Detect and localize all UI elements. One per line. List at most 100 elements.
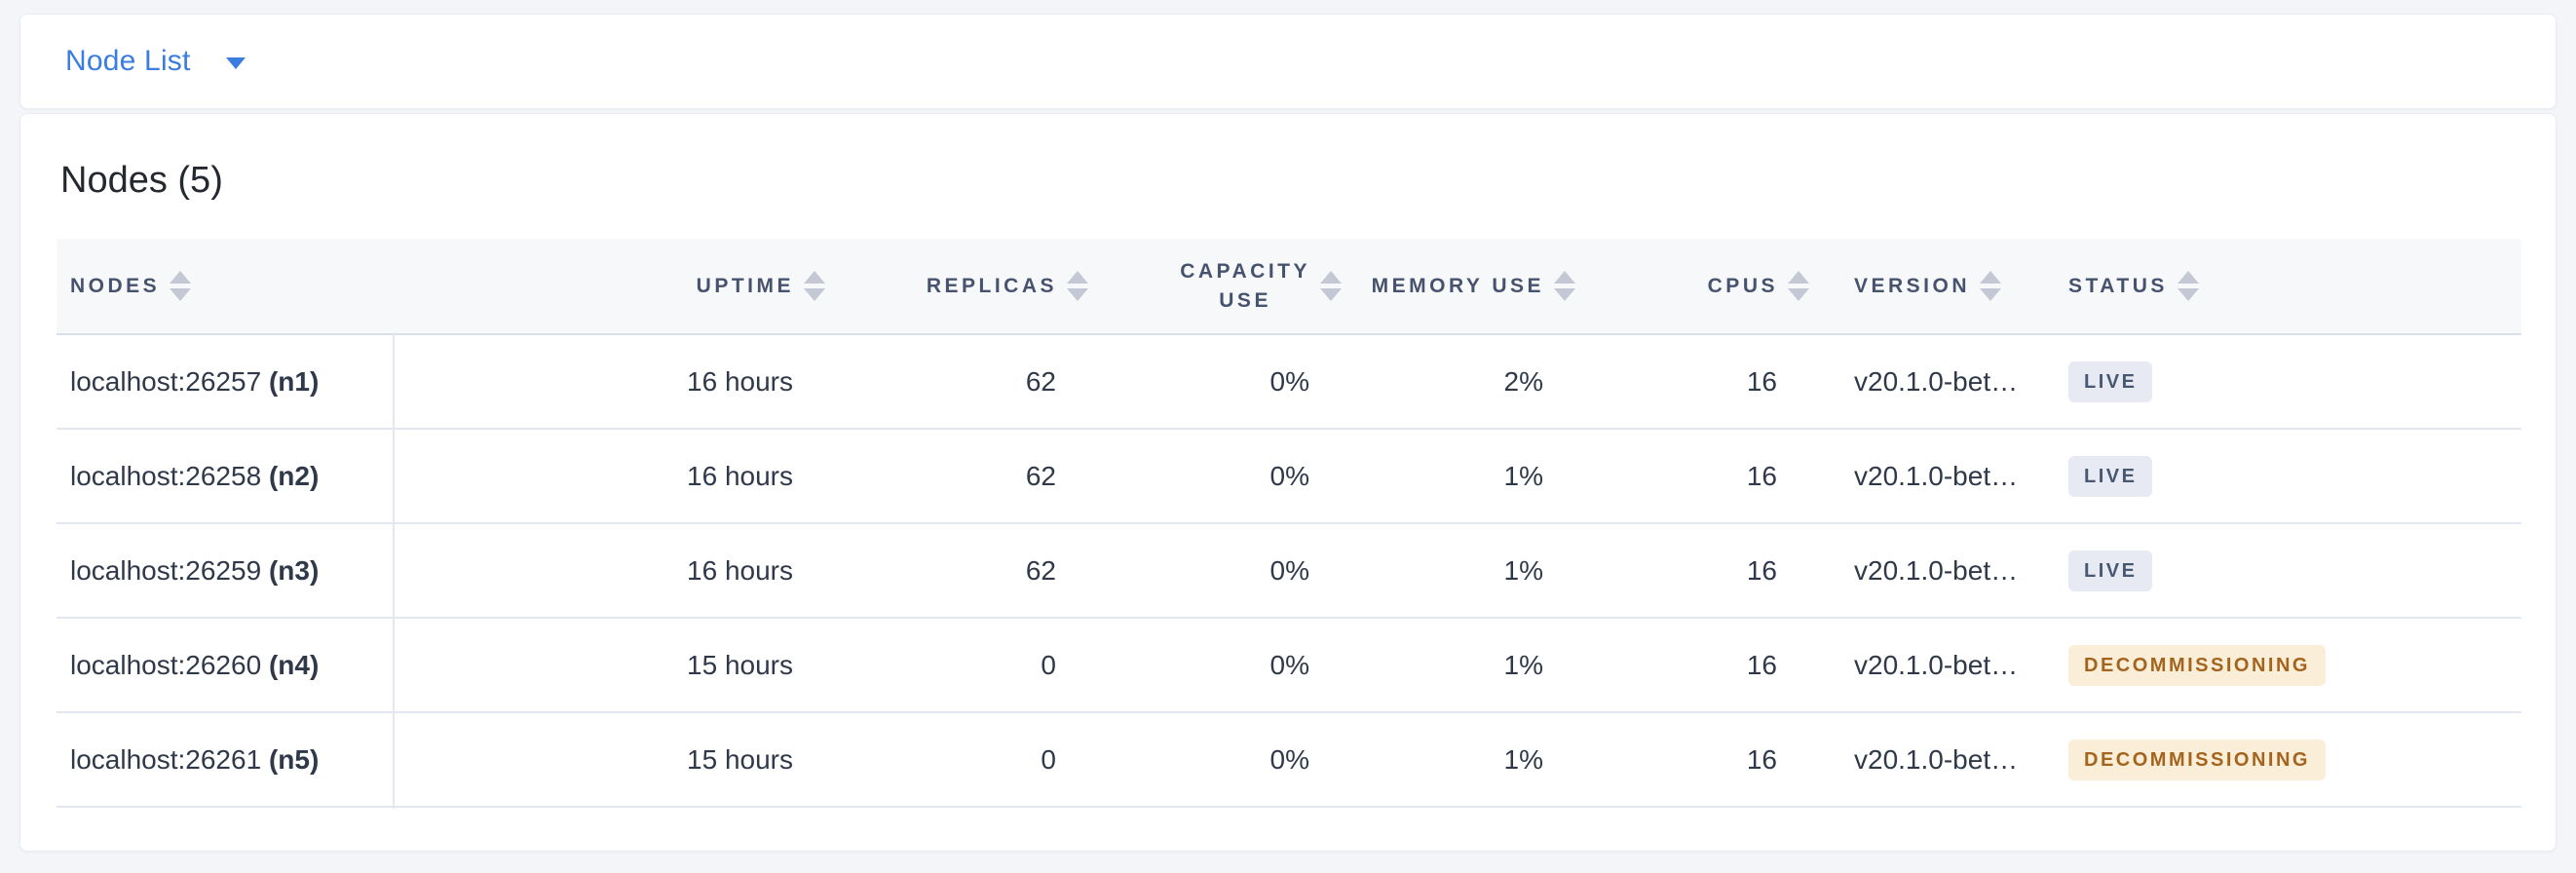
- sort-asc-arrow-icon: [804, 271, 825, 284]
- table-row: localhost:26258 (n2) 16 hours 62 0% 1% 16 v20.…: [57, 429, 2521, 524]
- cell-node-address: localhost:26257 (n1): [57, 334, 393, 430]
- sort-desc-arrow-icon: [2177, 288, 2199, 301]
- node-id: (n1): [268, 365, 320, 397]
- column-header-status[interactable]: STATUS: [2049, 239, 2521, 335]
- cell-memory-use: 1%: [1357, 618, 1591, 713]
- cell-uptime: 16 hours: [393, 334, 841, 430]
- status-badge: DECOMMISSIONING: [2068, 739, 2326, 780]
- column-header-label: VERSION: [1854, 274, 1971, 297]
- node-id: (n2): [268, 460, 320, 491]
- column-header-inner: REPLICAS: [841, 271, 1104, 301]
- node-id: (n3): [268, 554, 320, 586]
- node-address: localhost:26257: [70, 365, 269, 397]
- sort-icon: [170, 271, 192, 301]
- table-row: localhost:26257 (n1) 16 hours 62 0% 2% 16 v20.…: [57, 334, 2521, 430]
- column-header-memory_use[interactable]: MEMORY USE: [1357, 239, 1591, 335]
- cell-uptime: 16 hours: [393, 523, 841, 619]
- page-title: Nodes (5): [60, 160, 223, 201]
- cell-status: LIVE: [2049, 334, 2521, 430]
- status-badge: LIVE: [2068, 361, 2153, 402]
- sort-icon: [1980, 271, 2002, 301]
- column-header-inner: UPTIME: [393, 271, 841, 301]
- sort-icon: [804, 271, 825, 301]
- column-header-label: STATUS: [2068, 274, 2168, 297]
- sort-asc-arrow-icon: [1980, 271, 2002, 284]
- cell-cpus: 16: [1591, 523, 1825, 619]
- node-list-dropdown-label: Node List: [65, 45, 191, 77]
- column-header-inner: NODES: [57, 271, 393, 301]
- cell-replicas: 0: [841, 618, 1104, 713]
- cell-replicas: 62: [841, 334, 1104, 430]
- column-header-inner: MEMORY USE: [1357, 271, 1591, 301]
- cell-capacity-use: 0%: [1104, 618, 1357, 713]
- cell-capacity-use: 0%: [1104, 334, 1357, 430]
- column-header-label: CAPACITY USE: [1180, 259, 1310, 312]
- cell-node-address: localhost:26258 (n2): [57, 429, 393, 524]
- node-list-dropdown[interactable]: Node List: [65, 45, 246, 78]
- column-header-cpus[interactable]: CPUS: [1591, 239, 1825, 335]
- column-header-inner: CAPACITY USE: [1104, 257, 1357, 316]
- cell-node-address: localhost:26259 (n3): [57, 523, 393, 619]
- sort-asc-arrow-icon: [1554, 271, 1575, 284]
- status-badge: DECOMMISSIONING: [2068, 644, 2326, 686]
- sort-icon: [2177, 271, 2199, 301]
- cell-version: v20.1.0-bet…: [1825, 618, 2049, 713]
- sort-asc-arrow-icon: [2177, 271, 2199, 284]
- cell-capacity-use: 0%: [1104, 429, 1357, 524]
- node-address: localhost:26258: [70, 460, 269, 491]
- cell-status: LIVE: [2049, 523, 2521, 619]
- sort-asc-arrow-icon: [1320, 270, 1342, 284]
- cell-version: v20.1.0-bet…: [1825, 712, 2049, 808]
- cell-capacity-use: 0%: [1104, 712, 1357, 808]
- sort-desc-arrow-icon: [1067, 288, 1088, 301]
- cell-node-address: localhost:26260 (n4): [57, 618, 393, 713]
- column-header-version[interactable]: VERSION: [1825, 239, 2049, 335]
- column-header-label: REPLICAS: [926, 274, 1057, 297]
- cell-memory-use: 1%: [1357, 712, 1591, 808]
- nodes-panel: Nodes (5) NODES UPTIME REPLICAS CAPACITY USE…: [19, 113, 2557, 852]
- sort-asc-arrow-icon: [1067, 271, 1088, 284]
- sort-icon: [1554, 271, 1575, 301]
- sort-desc-arrow-icon: [1554, 288, 1575, 301]
- sort-icon: [1067, 271, 1088, 301]
- status-badge: LIVE: [2068, 455, 2153, 497]
- column-header-label: UPTIME: [696, 274, 794, 297]
- column-header-inner: CPUS: [1591, 271, 1825, 301]
- cell-cpus: 16: [1591, 334, 1825, 430]
- sort-desc-arrow-icon: [1788, 288, 1809, 301]
- cell-cpus: 16: [1591, 712, 1825, 808]
- cell-cpus: 16: [1591, 429, 1825, 524]
- sort-icon: [1788, 271, 1809, 301]
- column-header-inner: VERSION: [1825, 271, 2049, 301]
- cell-uptime: 15 hours: [393, 712, 841, 808]
- cell-version: v20.1.0-bet…: [1825, 429, 2049, 524]
- cell-memory-use: 2%: [1357, 334, 1591, 430]
- status-badge: LIVE: [2068, 550, 2153, 591]
- frozen-column-divider: [393, 334, 395, 809]
- table-row: localhost:26261 (n5) 15 hours 0 0% 1% 16 v20.1…: [57, 712, 2521, 808]
- sort-desc-arrow-icon: [1320, 287, 1342, 301]
- column-header-label: CPUS: [1707, 274, 1778, 297]
- cell-status: LIVE: [2049, 429, 2521, 524]
- column-header-uptime[interactable]: UPTIME: [393, 239, 841, 335]
- column-header-label: NODES: [70, 274, 161, 297]
- cell-uptime: 16 hours: [393, 429, 841, 524]
- column-header-replicas[interactable]: REPLICAS: [841, 239, 1104, 335]
- table-row: localhost:26260 (n4) 15 hours 0 0% 1% 16 v20.1…: [57, 618, 2521, 713]
- sort-desc-arrow-icon: [170, 288, 192, 301]
- cell-version: v20.1.0-bet…: [1825, 334, 2049, 430]
- node-address: localhost:26259: [70, 554, 269, 586]
- column-header-nodes[interactable]: NODES: [57, 239, 393, 335]
- cell-status: DECOMMISSIONING: [2049, 712, 2521, 808]
- view-selector-bar: Node List: [19, 14, 2557, 109]
- node-address: localhost:26261: [70, 743, 269, 775]
- sort-asc-arrow-icon: [170, 271, 192, 284]
- table-header-row: NODES UPTIME REPLICAS CAPACITY USE MEMORY USE…: [57, 239, 2521, 335]
- cell-memory-use: 1%: [1357, 523, 1591, 619]
- node-address: localhost:26260: [70, 649, 269, 680]
- sort-desc-arrow-icon: [1980, 288, 2002, 301]
- column-header-capacity_use[interactable]: CAPACITY USE: [1104, 239, 1357, 335]
- node-id: (n5): [268, 743, 320, 775]
- cell-replicas: 62: [841, 523, 1104, 619]
- cell-replicas: 62: [841, 429, 1104, 524]
